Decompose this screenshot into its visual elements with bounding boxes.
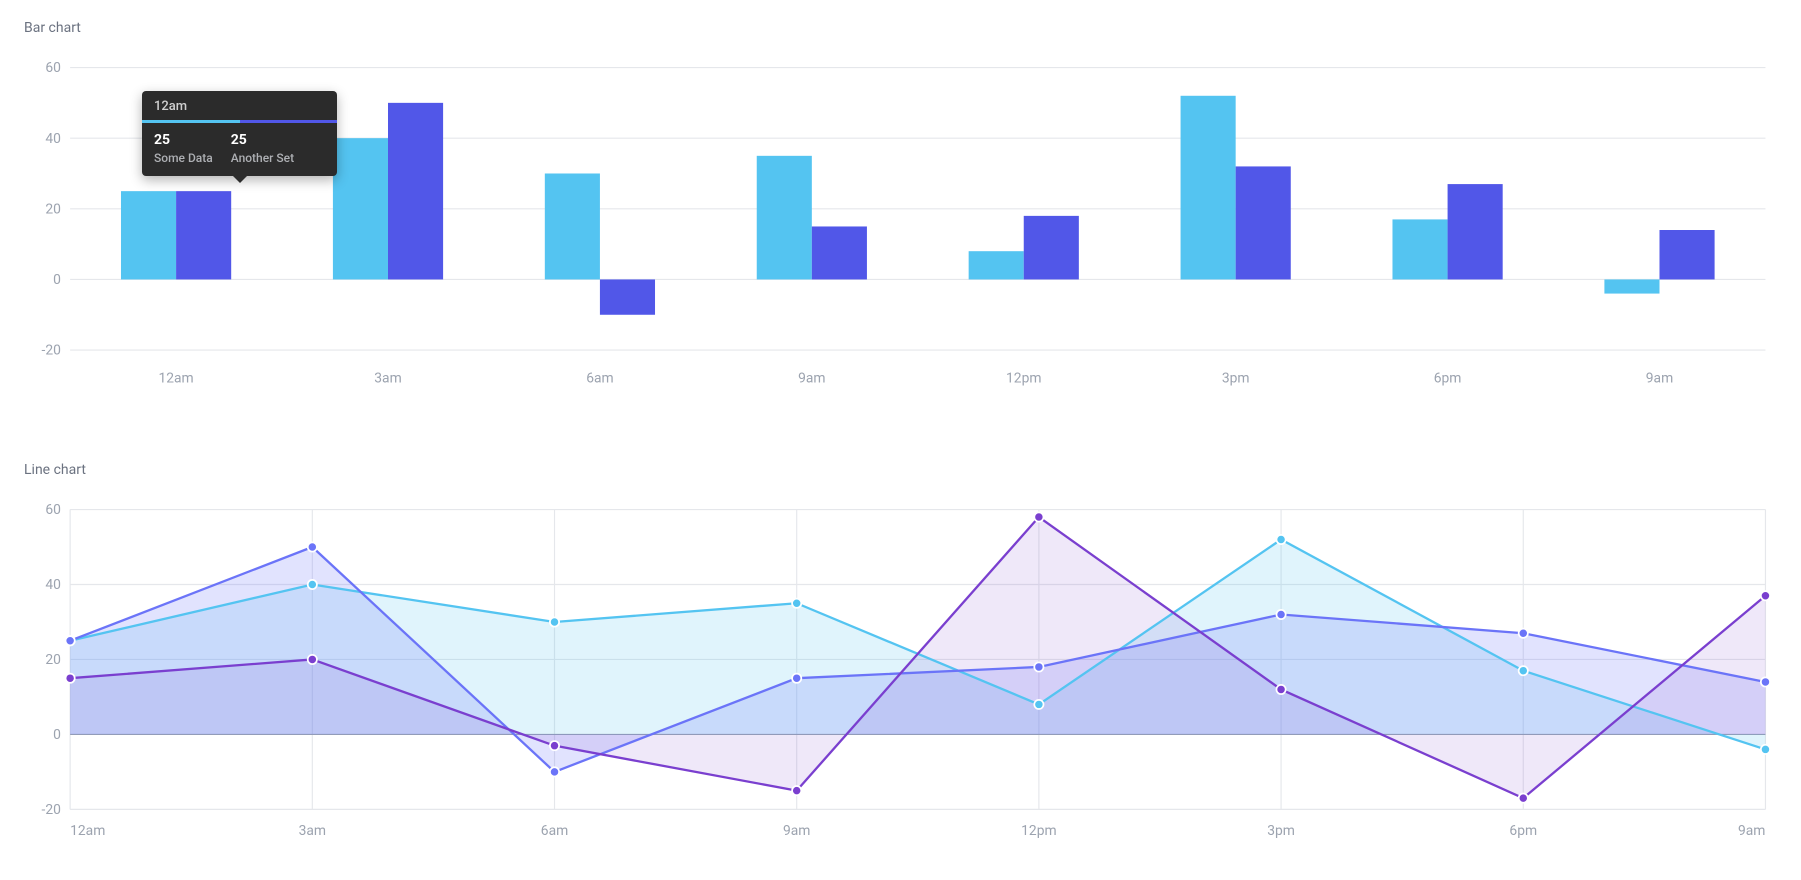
svg-text:9am: 9am	[1738, 823, 1765, 839]
svg-text:60: 60	[45, 502, 61, 518]
bar[interactable]	[1392, 219, 1447, 279]
line-marker[interactable]	[1761, 591, 1770, 600]
line-chart-wrap: -20 0 20 40 60 12am 3am 6am 9am 12pm 3pm 6pm 9am	[24, 498, 1777, 850]
bar[interactable]	[388, 103, 443, 280]
bar[interactable]	[1659, 230, 1714, 279]
svg-text:9am: 9am	[798, 370, 825, 386]
line-marker[interactable]	[550, 741, 559, 750]
bar[interactable]	[176, 191, 231, 279]
svg-text:9am: 9am	[783, 823, 810, 839]
svg-text:6pm: 6pm	[1434, 370, 1462, 386]
line-marker[interactable]	[1034, 662, 1043, 671]
svg-text:40: 40	[45, 131, 61, 147]
line-chart-section: Line chart -20 0 20 40 60 12am 3am 6am 9am 12pm 3p…	[24, 462, 1777, 850]
bar[interactable]	[333, 138, 388, 279]
svg-text:40: 40	[45, 577, 61, 593]
line-marker[interactable]	[1519, 794, 1528, 803]
line-chart-title: Line chart	[24, 462, 1777, 478]
svg-text:3am: 3am	[374, 370, 401, 386]
bar[interactable]	[812, 226, 867, 279]
line-marker[interactable]	[1761, 745, 1770, 754]
line-marker[interactable]	[550, 767, 559, 776]
bar[interactable]	[1448, 184, 1503, 279]
svg-text:12pm: 12pm	[1021, 823, 1056, 839]
svg-text:0: 0	[53, 727, 61, 743]
line-marker[interactable]	[792, 674, 801, 683]
line-marker[interactable]	[308, 655, 317, 664]
line-chart-canvas[interactable]: -20 0 20 40 60 12am 3am 6am 9am 12pm 3pm 6pm 9am	[24, 498, 1777, 850]
svg-text:20: 20	[45, 201, 61, 217]
bar-chart-canvas[interactable]: -20 0 20 40 60 12am 3am 6am 9am 12pm 3pm 6pm 9am	[24, 56, 1777, 402]
svg-text:3am: 3am	[299, 823, 326, 839]
bar-chart-section: Bar chart -20 0 20 40 60 12am 3am 6am 9am 12pm 3pm…	[24, 20, 1777, 402]
line-marker[interactable]	[1276, 535, 1285, 544]
svg-text:20: 20	[45, 652, 61, 668]
line-marker[interactable]	[1276, 685, 1285, 694]
svg-text:9am: 9am	[1646, 370, 1673, 386]
line-marker[interactable]	[66, 636, 75, 645]
line-marker[interactable]	[1034, 512, 1043, 521]
svg-text:6am: 6am	[586, 370, 613, 386]
line-marker[interactable]	[308, 580, 317, 589]
bar[interactable]	[969, 251, 1024, 279]
line-marker[interactable]	[66, 674, 75, 683]
line-marker[interactable]	[1761, 677, 1770, 686]
svg-text:6am: 6am	[541, 823, 568, 839]
svg-text:60: 60	[45, 60, 61, 76]
bar[interactable]	[600, 279, 655, 314]
line-marker[interactable]	[1276, 610, 1285, 619]
bar[interactable]	[545, 173, 600, 279]
line-marker[interactable]	[1519, 629, 1528, 638]
svg-text:3pm: 3pm	[1267, 823, 1295, 839]
bar[interactable]	[1024, 216, 1079, 280]
svg-text:-20: -20	[42, 802, 61, 818]
svg-text:-20: -20	[42, 343, 61, 359]
svg-text:12pm: 12pm	[1006, 370, 1041, 386]
bar-chart-title: Bar chart	[24, 20, 1777, 36]
svg-text:12am: 12am	[70, 823, 105, 839]
svg-text:6pm: 6pm	[1509, 823, 1537, 839]
svg-text:3pm: 3pm	[1222, 370, 1250, 386]
bar[interactable]	[1236, 166, 1291, 279]
bar[interactable]	[1181, 96, 1236, 280]
line-marker[interactable]	[792, 599, 801, 608]
line-marker[interactable]	[308, 542, 317, 551]
bar[interactable]	[1604, 279, 1659, 293]
line-marker[interactable]	[1519, 666, 1528, 675]
svg-text:0: 0	[53, 272, 61, 288]
line-marker[interactable]	[1034, 700, 1043, 709]
bar-chart-wrap: -20 0 20 40 60 12am 3am 6am 9am 12pm 3pm 6pm 9am 12a…	[24, 56, 1777, 402]
bar[interactable]	[121, 191, 176, 279]
bar[interactable]	[757, 156, 812, 280]
svg-text:12am: 12am	[158, 370, 193, 386]
line-marker[interactable]	[792, 786, 801, 795]
line-marker[interactable]	[550, 617, 559, 626]
